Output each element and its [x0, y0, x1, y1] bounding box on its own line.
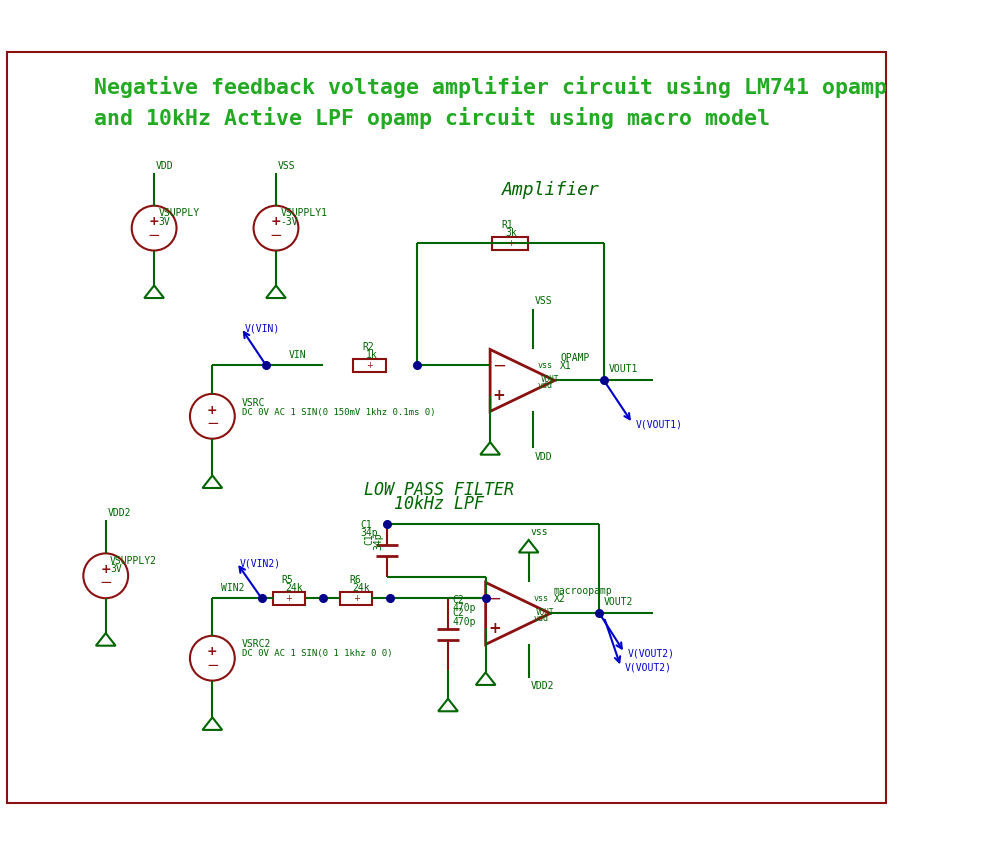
Text: vss: vss [533, 594, 548, 603]
Text: X2: X2 [553, 593, 565, 604]
Text: +: + [149, 215, 160, 228]
Text: R1: R1 [501, 220, 513, 230]
Text: VOUT1: VOUT1 [608, 364, 638, 374]
Text: VOUT: VOUT [535, 608, 554, 617]
Bar [340, 593, 372, 604]
Text: WIN2: WIN2 [221, 583, 245, 593]
Text: C1: C1 [365, 533, 375, 545]
Text: V(VIN2): V(VIN2) [240, 558, 281, 568]
Text: +: + [493, 388, 505, 403]
Text: Negative feedback voltage amplifier circuit using LM741 opamp: Negative feedback voltage amplifier circ… [94, 76, 887, 98]
Text: VSRC: VSRC [242, 398, 265, 408]
Bar [273, 593, 305, 604]
Text: VSUPPLY1: VSUPPLY1 [280, 209, 327, 219]
Text: macroopamp: macroopamp [553, 586, 612, 596]
Text: +: + [207, 404, 217, 416]
Text: C2: C2 [453, 595, 465, 604]
Text: VSUPPLY2: VSUPPLY2 [111, 556, 158, 566]
Text: −: − [493, 357, 506, 374]
Text: VDD: VDD [156, 161, 173, 171]
Text: +: + [353, 594, 360, 603]
Text: +: + [506, 239, 513, 248]
Text: −: − [269, 227, 282, 243]
Text: VOUT2: VOUT2 [604, 598, 633, 607]
Text: +: + [207, 646, 217, 658]
Text: V(VOUT2): V(VOUT2) [624, 663, 672, 673]
Text: VSUPPLY: VSUPPLY [159, 209, 199, 219]
Text: VSS: VSS [535, 296, 552, 306]
Text: R6: R6 [349, 575, 361, 585]
Text: VDD2: VDD2 [530, 681, 554, 691]
Text: 24k: 24k [353, 583, 370, 593]
Text: X1: X1 [560, 361, 571, 371]
Text: Amplifier: Amplifier [501, 181, 599, 199]
Text: -3V: -3V [280, 216, 298, 227]
Text: vdd: vdd [533, 614, 548, 622]
Text: VDD: VDD [535, 452, 552, 463]
Bar [493, 237, 528, 250]
Text: V(VOUT2): V(VOUT2) [628, 648, 675, 658]
Text: +: + [489, 621, 500, 636]
Text: vss: vss [530, 528, 548, 537]
Text: vss: vss [537, 361, 552, 370]
Text: 10kHz LPF: 10kHz LPF [394, 496, 485, 514]
Text: VSRC2: VSRC2 [242, 640, 271, 650]
Text: 470p: 470p [453, 603, 476, 613]
Text: −: − [206, 657, 218, 673]
Text: V(VIN): V(VIN) [244, 323, 280, 333]
Text: R2: R2 [363, 342, 374, 352]
Text: 3V: 3V [111, 564, 122, 575]
Text: LOW PASS FILTER: LOW PASS FILTER [364, 481, 514, 499]
Text: −: − [488, 589, 501, 607]
Text: DC 0V AC 1 SIN(0 150mV 1khz 0.1ms 0): DC 0V AC 1 SIN(0 150mV 1khz 0.1ms 0) [242, 408, 436, 416]
Text: +: + [270, 215, 281, 228]
Text: 3k: 3k [505, 228, 517, 239]
Bar [354, 359, 386, 372]
Text: +: + [285, 594, 292, 603]
Text: 3V: 3V [159, 216, 170, 227]
Text: OPAMP: OPAMP [560, 353, 589, 363]
Text: V(VOUT1): V(VOUT1) [636, 419, 683, 429]
Text: +: + [366, 361, 373, 370]
Text: −: − [206, 416, 218, 431]
Text: C1: C1 [360, 521, 372, 530]
Text: VIN: VIN [288, 351, 306, 360]
Text: C2: C2 [453, 608, 465, 618]
Text: VSS: VSS [278, 161, 295, 171]
Text: 34p: 34p [360, 528, 378, 539]
Text: 1k: 1k [366, 351, 378, 360]
Text: 24k: 24k [285, 583, 303, 593]
Text: vdd: vdd [537, 380, 552, 390]
Text: 34p: 34p [374, 533, 384, 551]
Text: 470p: 470p [453, 617, 476, 628]
Text: VDD2: VDD2 [108, 509, 131, 518]
Text: +: + [101, 563, 111, 576]
Text: VOUT: VOUT [540, 375, 558, 384]
Text: R5: R5 [282, 575, 293, 585]
Text: and 10kHz Active LPF opamp circuit using macro model: and 10kHz Active LPF opamp circuit using… [94, 107, 770, 129]
Text: −: − [100, 575, 112, 591]
Text: −: − [148, 227, 161, 243]
Text: DC 0V AC 1 SIN(0 1 1khz 0 0): DC 0V AC 1 SIN(0 1 1khz 0 0) [242, 650, 393, 658]
